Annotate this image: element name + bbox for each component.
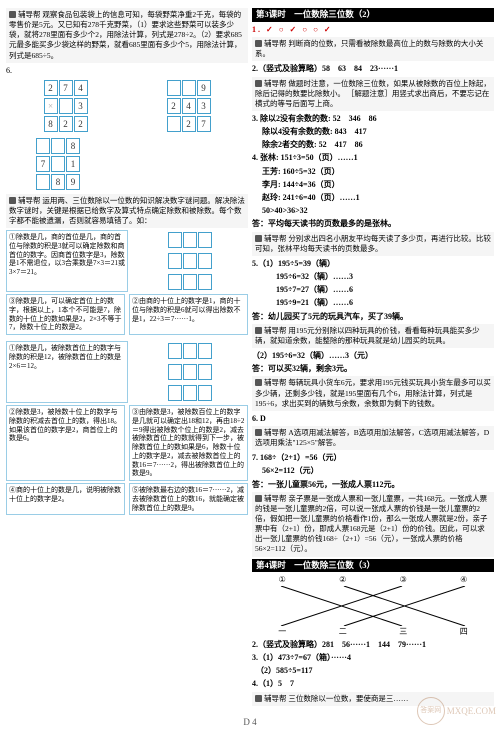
help-box-5: 辅导帮 分别求出四名小朋友平均每天读了多少页，再进行比较。比较可知，张林平均每天… — [252, 232, 494, 256]
q5ans1: 答：幼儿园买了5元的玩具汽车，买了39辆。 — [252, 311, 494, 322]
q5ans2: 答：可以买32辆，剩余3元。 — [252, 363, 494, 374]
q7ans: 答：一张儿童票56元，一张成人票112元。 — [252, 479, 494, 490]
fig-division-a — [132, 230, 248, 292]
left-column: 辅导帮 观察食品包装袋上的信息可知，每袋野菜净重2千克，每袋的零售价是5元。又已… — [6, 8, 248, 711]
q4b: 王芳: 160÷5=32（页） — [252, 166, 494, 177]
help-text-1: 观察食品包装袋上的信息可知，每袋野菜净重2千克，每袋的零售价是5元。又已知有27… — [9, 10, 242, 60]
q6: 6. D — [252, 413, 494, 424]
help-text-2: 运用两、三位数除以一位数的知识解决数字谜问题。解决除法数字谜时，关键是根据已给数… — [9, 196, 245, 225]
q7a: 7. 168÷（2+1）=56（元） — [252, 452, 494, 463]
q1-checks: 1. ✓ ○ ✓ ○ ○ ✓ — [252, 24, 494, 35]
annotated-figs-2: ①除数是几，被除数首位上的数字与除数的积是12，被除数首位上的数是2×6＝12。 — [6, 341, 248, 403]
l4-q4: 4.（1）5 7 — [252, 678, 494, 689]
watermark-circle: 答案网 — [417, 697, 445, 725]
q7b: 56×2=112（元） — [252, 465, 494, 476]
q3a: 3. 除以2没有余数的数: 52 346 86 — [252, 113, 494, 124]
callout-8: ⑤被除数最右边的数16＝7······2，减去被除数首位上的数16，就能确定被除… — [129, 483, 248, 515]
lesson-3-bar: 第3课时 一位数除三位数（2） — [252, 8, 494, 22]
help-label-2: 辅导帮 — [9, 196, 41, 205]
q5d: 195÷9=21（辆）……6 — [252, 297, 494, 308]
help-box-3: 辅导帮 判断商的位数，只需看被除数最高位上的数与除数的大小关系。 — [252, 37, 494, 61]
help-box-1: 辅导帮 观察食品包装袋上的信息可知，每袋野菜净重2千克，每袋的零售价是5元。又已… — [6, 8, 248, 63]
q4e: 50>40>36>32 — [252, 205, 494, 216]
puzzle-2: 9 243 27 — [167, 78, 211, 134]
connect-diagram: ① ② ③ ④ 一 二 三 四 — [252, 574, 494, 636]
callout-6: ③由除数是3，被除数百位上的数字是几就可以确定出18和12，再由18÷2＝9得出… — [129, 405, 248, 481]
right-column: 第3课时 一位数除三位数（2） 1. ✓ ○ ✓ ○ ○ ✓ 辅导帮 判断商的位… — [252, 8, 494, 711]
q4ans: 答：平均每天读书的页数最多的是张林。 — [252, 218, 494, 229]
help-label-1: 辅导帮 — [9, 10, 41, 19]
puzzle-1: 274 ×3 822 — [44, 78, 88, 134]
callout-4: ①除数是几，被除数首位上的数字与除数的积是12，被除数首位上的数是2×6＝12。 — [6, 341, 128, 403]
puzzle-3: 8 71 89 — [36, 136, 80, 192]
callout-5: ②除数是3，被除数十位上的数字与除数的积减去首位上的数，得出18。如果该首位的数… — [6, 405, 125, 481]
q3c: 除余2者交的数: 52 417 86 — [252, 139, 494, 150]
q5b: 195÷6=32（辆）……3 — [252, 271, 494, 282]
q6-label: 6. — [6, 65, 248, 76]
q5e: （2）195÷6=32（辆）……3（元） — [252, 350, 494, 361]
callout-3: ③除数是几，可以确定首位上的数字，根据以上，1本个不可能是7，除数的十位上的数如… — [6, 294, 125, 335]
q5a: 5.（1）195÷5=39（辆） — [252, 258, 494, 269]
help-box-8: 辅导帮 A选项用减法解答，B选项用加法解答，C选项用减法解答，D选项用乘法"12… — [252, 426, 494, 450]
q5c: 195÷7=27（辆）……6 — [252, 284, 494, 295]
help-box-9: 辅导帮 亲子票是一张成人票和一张儿童票，一共168元。一张成人票的钱是一张儿童票… — [252, 492, 494, 557]
fig-division-b — [132, 341, 248, 403]
watermark-text: MXQE.COM — [447, 705, 496, 718]
q3b: 除以4没有余数的数: 843 417 — [252, 126, 494, 137]
help-box-4: 辅导帮 做题时注意，一位数除三位数，如果从被除数的百位上除起，除后记得的数要比除… — [252, 77, 494, 111]
callout-7: ④商的十位上的数是几，说明被除数十位上的数字是2。 — [6, 483, 125, 515]
callout-1: ①除数是几，商的首位是几，商的首位与除数的积是3就可以确定除数和商首位的数字。因… — [6, 230, 128, 292]
help-box-6: 辅导帮 用195元分别除以四种玩具的价钱，看看每种玩具能买多少辆，就知道余数，能… — [252, 324, 494, 348]
help-box-2: 辅导帮 运用两、三位数除以一位数的知识解决数字谜问题。解决除法数字谜时，关键是根… — [6, 194, 248, 228]
l4-q2: 2.（竖式及验算略）281 56······1 144 79······1 — [252, 639, 494, 650]
l4-q3-2: （2）585÷5=117 — [252, 665, 494, 676]
q4a: 4. 张林: 151÷3=50（页）……1 — [252, 152, 494, 163]
annotated-figs-1: ①除数是几，商的首位是几，商的首位与除数的积是3就可以确定除数和商首位的数字。因… — [6, 230, 248, 292]
q4d: 赵玲: 241÷6=40（页）……1 — [252, 192, 494, 203]
lesson-4-bar: 第4课时 一位数除三位数（3） — [252, 559, 494, 573]
callout-2: ②由商的十位上的数字是1，商的十位与除数的积是6就可以得出除数不是1，22÷3＝… — [129, 294, 248, 335]
watermark: 答案网 MXQE.COM — [417, 697, 496, 725]
l4-q3: 3.（1）473÷7=67（箱）······4 — [252, 652, 494, 663]
q2: 2.（竖式及验算略）58 63 84 23······1 — [252, 63, 494, 74]
help-box-7: 辅导帮 每辆玩具小货车6元，要求用195元钱买玩具小货车最多可以买多少辆，还剩多… — [252, 376, 494, 410]
q4c: 李月: 144÷4=36（页） — [252, 179, 494, 190]
digit-puzzles: 274 ×3 822 9 243 27 — [6, 78, 248, 134]
